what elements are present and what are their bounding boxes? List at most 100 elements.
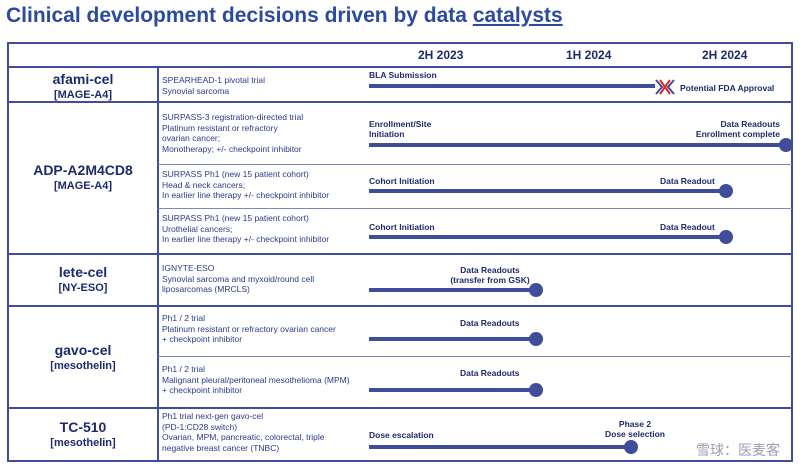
desc-line: Platinum resistant or refractory ovarian… [162, 323, 336, 334]
desc-line: liposarcomas (MRCLS) [162, 284, 250, 294]
drug-name: gavo-cel [54, 342, 112, 358]
timeline-bar-mpm [369, 388, 536, 392]
desc-line: In earlier line therapy +/- checkpoint i… [162, 190, 330, 200]
desc-line: In earlier line therapy +/- checkpoint i… [162, 234, 330, 244]
drug-target: [NY-ESO] [58, 282, 108, 294]
desc-line: (PD-1:CD28 switch) [162, 421, 238, 432]
desc-line: Urothelial cancers; [162, 223, 233, 234]
milestone-dot [529, 332, 543, 346]
trial-desc-mpm: Ph1 / 2 trial Malignant pleural/peritone… [162, 364, 350, 396]
label-line: Initiation [369, 129, 405, 139]
milestone-dot [719, 230, 733, 244]
desc-line: Monotherapy; +/- checkpoint inhibitor [162, 143, 302, 154]
label-line: Phase 2 [618, 419, 652, 429]
page-title: Clinical development decisions driven by… [6, 4, 563, 28]
desc-line: Head & neck cancers; [162, 179, 246, 190]
header-2h-2023: 2H 2023 [418, 48, 464, 62]
timeline-table [7, 42, 793, 462]
trial-desc-head-neck: SURPASS Ph1 (new 15 patient cohort) Head… [162, 169, 329, 201]
fda-approval-label: Potential FDA Approval [680, 83, 775, 93]
desc-line: Synovial sarcoma and myxoid/round cell [162, 273, 315, 284]
timeline-bar-head-neck [369, 189, 721, 193]
trial-desc-tc510: Ph1 trial next-gen gavo-cel (PD-1:CD28 s… [162, 411, 325, 453]
desc-line: Ph1 trial next-gen gavo-cel [162, 411, 264, 421]
label-line: Dose selection [605, 429, 665, 439]
milestone-dot [624, 440, 638, 454]
label-line: Enrollment complete [695, 129, 780, 139]
desc-line: Ovarian, MPM, pancreatic, colorectal, tr… [162, 432, 325, 442]
desc-line: ovarian cancer; [162, 133, 221, 143]
watermark: 雪球：医麦客 [696, 442, 780, 458]
trial-desc-surpass3: SURPASS-3 registration-directed trial Pl… [162, 112, 303, 154]
drug-name: TC-510 [59, 419, 107, 435]
drug-target: [mesothelin] [50, 360, 116, 372]
desc-line: + checkpoint inhibitor [162, 385, 243, 395]
drug-tc-510: TC-510 [mesothelin] [9, 419, 157, 449]
desc-line: + checkpoint inhibitor [162, 334, 243, 344]
timeline-bar-tc510 [369, 445, 631, 449]
drug-gavo-cel: gavo-cel [mesothelin] [9, 342, 157, 372]
desc-line: Malignant pleural/peritoneal mesotheliom… [162, 374, 350, 385]
fda-approval-icon [655, 79, 675, 95]
timeline-bar-ovarian [369, 337, 536, 341]
desc-line: SURPASS Ph1 (new 15 patient cohort) [162, 213, 309, 223]
drug-target: [MAGE-A4] [53, 180, 113, 192]
trial-desc-ignyte: IGNYTE-ESO Synovial sarcoma and myxoid/r… [162, 263, 314, 295]
header-divider [7, 66, 793, 68]
milestone-dot [719, 184, 733, 198]
label-line: Data Readouts [460, 265, 520, 275]
enrollment-site-label: Enrollment/Site Initiation [369, 119, 431, 139]
desc-line: SURPASS-3 registration-directed trial [162, 112, 304, 122]
title-underlined: catalysts [472, 4, 563, 27]
column-divider [157, 66, 159, 462]
drug-name: lete-cel [58, 264, 108, 280]
cohort-initiation-label: Cohort Initiation [369, 222, 435, 232]
label-line: (transfer from GSK) [450, 275, 530, 285]
milestone-dot [779, 138, 793, 152]
milestone-dot [529, 383, 543, 397]
trial-desc-ovarian: Ph1 / 2 trial Platinum resistant or refr… [162, 313, 336, 345]
phase2-dose-selection-label: Phase 2 Dose selection [585, 419, 685, 439]
track-divider [158, 208, 792, 209]
trial-desc-afami: SPEARHEAD-1 pivotal trial Synovial sarco… [162, 75, 265, 96]
desc-line: IGNYTE-ESO [162, 263, 215, 273]
drug-lete-cel: lete-cel [NY-ESO] [9, 264, 157, 294]
title-main: Clinical development decisions driven by… [6, 4, 473, 27]
cohort-initiation-label: Cohort Initiation [369, 176, 435, 186]
data-readouts-label: Data Readouts [460, 318, 520, 328]
desc-line: SPEARHEAD-1 pivotal trial [162, 75, 265, 85]
desc-line: SURPASS Ph1 (new 15 patient cohort) [162, 169, 309, 179]
desc-line: negative breast cancer (TNBC) [162, 442, 280, 453]
data-readout-label: Data Readout [660, 222, 715, 232]
row-divider [7, 407, 793, 409]
bla-submission-label: BLA Submission [369, 70, 437, 80]
timeline-bar-surpass3 [369, 143, 781, 147]
drug-adp-a2m4cd8: ADP-A2M4CD8 [MAGE-A4] [9, 162, 157, 192]
desc-line: Ph1 / 2 trial [162, 364, 205, 374]
data-readouts-label: Data Readouts [460, 368, 520, 378]
row-divider [7, 305, 793, 307]
drug-name: ADP-A2M4CD8 [33, 162, 133, 178]
row-divider [7, 253, 793, 255]
trial-desc-urothelial: SURPASS Ph1 (new 15 patient cohort) Urot… [162, 213, 329, 245]
data-readout-label: Data Readout [660, 176, 715, 186]
desc-line: Synovial sarcoma [162, 85, 230, 96]
track-divider [158, 164, 792, 165]
desc-line: Ph1 / 2 trial [162, 313, 205, 323]
drug-afami-cel: afami-cel [MAGE-A4] [9, 71, 157, 101]
milestone-dot [529, 283, 543, 297]
data-readouts-gsk-label: Data Readouts (transfer from GSK) [430, 265, 550, 285]
label-line: Data Readouts [720, 119, 780, 129]
timeline-bar-urothelial [369, 235, 721, 239]
data-readouts-label: Data Readouts Enrollment complete [696, 119, 780, 139]
label-line: Enrollment/Site [369, 119, 432, 129]
drug-name: afami-cel [52, 71, 114, 87]
timeline-bar-afami [369, 84, 655, 88]
desc-line: Platinum resistant or refractory [162, 122, 278, 133]
header-1h-2024: 1H 2024 [566, 48, 612, 62]
timeline-bar-ignyte [369, 288, 536, 292]
dose-escalation-label: Dose escalation [369, 430, 434, 440]
drug-target: [MAGE-A4] [53, 89, 113, 101]
track-divider [158, 356, 792, 357]
drug-target: [mesothelin] [50, 437, 116, 449]
